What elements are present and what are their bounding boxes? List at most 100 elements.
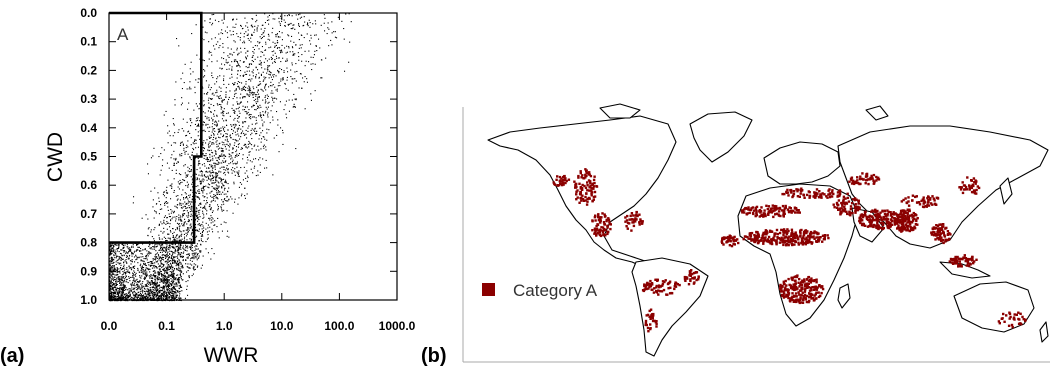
- scatter-point: [212, 199, 214, 201]
- category-a-cell: [804, 241, 808, 244]
- scatter-point: [113, 261, 115, 263]
- scatter-point: [180, 276, 182, 278]
- scatter-point: [203, 155, 205, 157]
- scatter-point: [198, 160, 200, 162]
- scatter-point: [253, 145, 255, 147]
- scatter-point: [237, 175, 239, 177]
- scatter-point: [157, 278, 159, 280]
- scatter-point: [165, 197, 167, 199]
- scatter-point: [277, 119, 279, 121]
- scatter-point: [121, 278, 123, 280]
- scatter-point: [179, 277, 181, 279]
- category-a-cell: [800, 237, 804, 240]
- scatter-point: [295, 98, 297, 100]
- scatter-point: [178, 219, 180, 221]
- scatter-point: [240, 101, 242, 103]
- scatter-point: [111, 260, 113, 262]
- scatter-point: [167, 268, 169, 270]
- scatter-point: [216, 143, 218, 145]
- scatter-point: [186, 175, 188, 177]
- scatter-point: [112, 272, 114, 274]
- scatter-point: [216, 159, 218, 161]
- scatter-point: [158, 255, 160, 257]
- scatter-point: [145, 274, 147, 276]
- scatter-point: [341, 20, 343, 22]
- scatter-point: [223, 203, 225, 205]
- scatter-point: [166, 273, 168, 275]
- scatter-point: [186, 181, 188, 183]
- scatter-point: [187, 216, 189, 218]
- scatter-point: [130, 296, 132, 298]
- scatter-point: [225, 96, 227, 98]
- scatter-point: [222, 111, 224, 113]
- scatter-point: [186, 215, 188, 217]
- scatter-point: [187, 202, 189, 204]
- scatter-point: [213, 45, 215, 47]
- scatter-point: [146, 280, 148, 282]
- scatter-point: [158, 284, 160, 286]
- scatter-point: [123, 267, 125, 269]
- scatter-point: [268, 14, 270, 16]
- scatter-point: [210, 98, 212, 100]
- scatter-point: [183, 165, 185, 167]
- scatter-point: [169, 246, 171, 248]
- scatter-point: [255, 109, 257, 111]
- scatter-point: [111, 286, 113, 288]
- scatter-point: [266, 128, 268, 130]
- scatter-point: [177, 282, 179, 284]
- scatter-point: [172, 298, 174, 300]
- scatter-point: [167, 275, 169, 277]
- scatter-point: [250, 41, 252, 43]
- scatter-point: [136, 258, 138, 260]
- scatter-point: [194, 246, 196, 248]
- scatter-point: [124, 244, 126, 246]
- scatter-point: [224, 139, 226, 141]
- scatter-point: [186, 175, 188, 177]
- scatter-point: [169, 275, 171, 277]
- scatter-point: [223, 185, 225, 187]
- scatter-point: [218, 21, 220, 23]
- scatter-point: [246, 93, 248, 95]
- scatter-point: [113, 268, 115, 270]
- scatter-point: [255, 175, 257, 177]
- scatter-point: [212, 159, 214, 161]
- scatter-point: [117, 296, 119, 298]
- scatter-point: [220, 206, 222, 208]
- scatter-point: [290, 76, 292, 78]
- scatter-point: [233, 61, 235, 63]
- scatter-point: [178, 260, 180, 262]
- scatter-point: [259, 127, 261, 129]
- scatter-point: [287, 34, 289, 36]
- scatter-point: [155, 275, 157, 277]
- scatter-point: [202, 188, 204, 190]
- scatter-point: [161, 294, 163, 296]
- scatter-point: [291, 62, 293, 64]
- scatter-point: [205, 158, 207, 160]
- scatter-point: [129, 276, 131, 278]
- scatter-point: [173, 247, 175, 249]
- scatter-point: [194, 256, 196, 258]
- scatter-point: [186, 223, 188, 225]
- scatter-point: [159, 257, 161, 259]
- scatter-point: [162, 292, 164, 294]
- scatter-point: [169, 237, 171, 239]
- scatter-point: [113, 298, 115, 300]
- scatter-point: [123, 265, 125, 267]
- scatter-point: [186, 288, 188, 290]
- scatter-point: [226, 143, 228, 145]
- scatter-point: [125, 293, 127, 295]
- scatter-point: [190, 245, 192, 247]
- scatter-point: [214, 110, 216, 112]
- scatter-point: [194, 86, 196, 88]
- scatter-point: [258, 149, 260, 151]
- scatter-point: [118, 258, 120, 260]
- scatter-point: [324, 17, 326, 19]
- scatter-point: [144, 292, 146, 294]
- scatter-point: [227, 145, 229, 147]
- category-a-cell: [798, 211, 801, 214]
- category-a-cell: [750, 207, 753, 210]
- scatter-point: [239, 81, 241, 83]
- scatter-point: [221, 118, 223, 120]
- scatter-point: [303, 16, 305, 18]
- scatter-point: [182, 143, 184, 145]
